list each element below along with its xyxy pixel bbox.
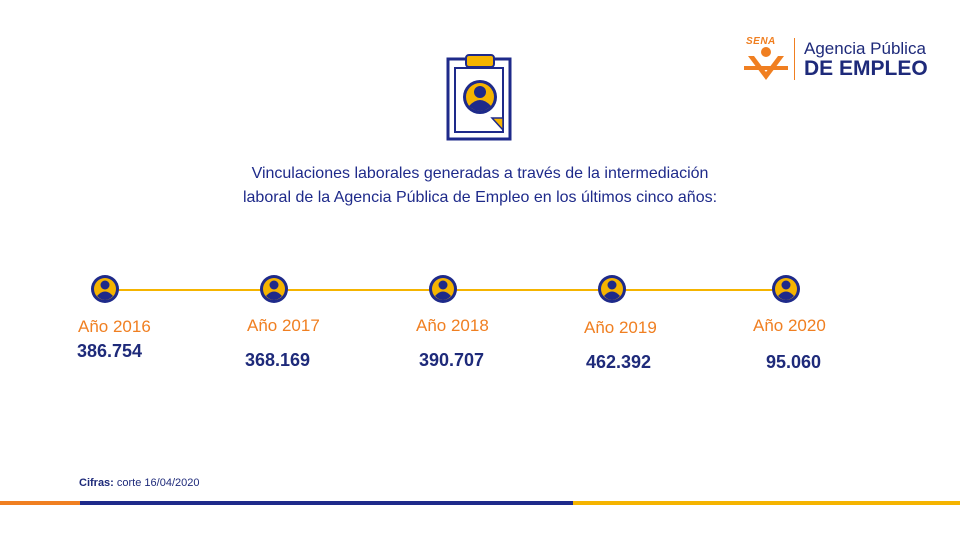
timeline-item-2016: Año 2016 386.754	[77, 274, 250, 384]
timeline-item-2018: Año 2018 390.707	[416, 274, 588, 384]
timeline-year: Año 2019	[584, 318, 657, 337]
headline: Vinculaciones laborales generadas a trav…	[180, 162, 780, 210]
clipboard-user-icon	[446, 54, 514, 147]
user-circle-icon	[429, 275, 457, 303]
agencia-publica-logo: SENA Agencia Pública DE EMPLEO	[742, 34, 942, 84]
timeline-value: 95.060	[766, 352, 822, 372]
user-circle-icon	[772, 275, 800, 303]
footer-bar-orange	[0, 501, 80, 505]
logo-divider	[794, 38, 795, 80]
footnote-label: Cifras:	[79, 477, 114, 489]
user-circle-icon	[91, 275, 119, 303]
timeline-year: Año 2020	[753, 316, 826, 335]
timeline-year: Año 2016	[78, 317, 151, 336]
timeline-year: Año 2017	[247, 316, 320, 335]
headline-line-1: Vinculaciones laborales generadas a trav…	[251, 165, 709, 182]
sena-wordmark: SENA	[746, 36, 776, 47]
timeline-item-2017: Año 2017 368.169	[245, 274, 419, 384]
logo-line-agencia: Agencia Pública	[804, 39, 926, 58]
user-circle-icon	[598, 275, 626, 303]
user-circle-icon	[260, 275, 288, 303]
timeline-value: 368.169	[245, 350, 311, 370]
footnote: Cifras: corte 16/04/2020	[79, 477, 199, 489]
timeline-value: 386.754	[77, 341, 143, 361]
footnote-text: corte 16/04/2020	[116, 477, 200, 489]
footer-bar-blue	[80, 501, 573, 505]
logo-line-empleo: DE EMPLEO	[804, 57, 928, 80]
timeline-item-2020: Año 2020 95.060	[753, 274, 931, 384]
footer-bar-yellow	[573, 501, 960, 505]
timeline-value: 390.707	[419, 350, 485, 370]
timeline-item-2019: Año 2019 462.392	[584, 274, 757, 384]
headline-line-2: laboral de la Agencia Pública de Empleo …	[242, 189, 718, 206]
timeline-year: Año 2018	[416, 316, 489, 335]
sena-logo-icon	[744, 47, 788, 80]
timeline-value: 462.392	[586, 352, 652, 372]
